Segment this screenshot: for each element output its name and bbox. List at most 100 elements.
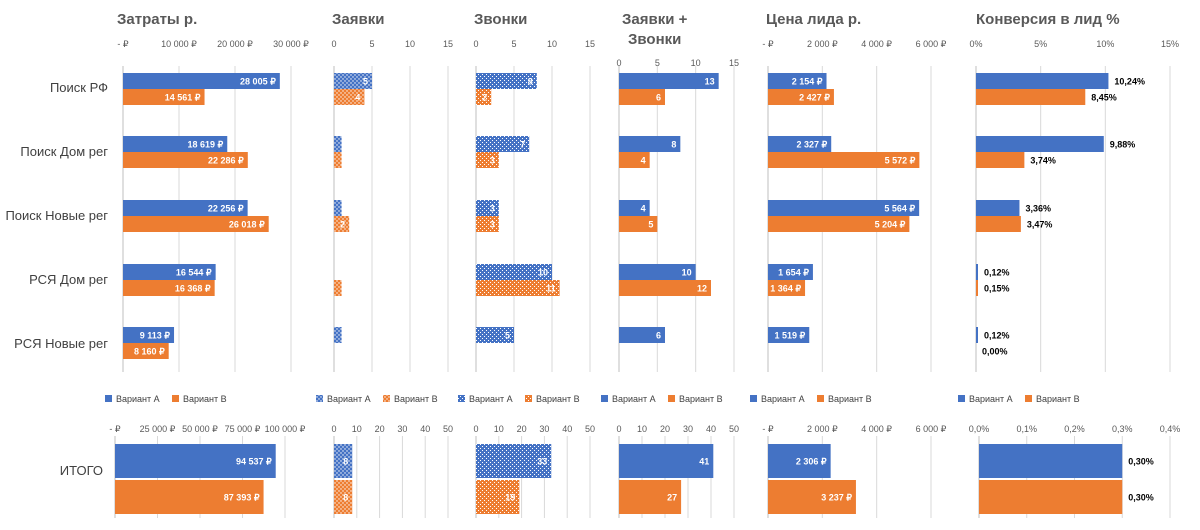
legend-swatch-b [1025,395,1032,402]
bar-b-label: 0,00% [982,347,1008,357]
bar-a-label: 5 564 ₽ [884,204,915,214]
total-bar-a [115,444,276,478]
total-tick-label: 25 000 ₽ [140,424,176,434]
legend: Вариант А Вариант В [316,394,438,404]
bar-b [334,280,342,296]
bar-b-label: 14 561 ₽ [165,93,201,103]
bar-a [334,200,342,216]
tick-label: 15 [729,58,739,68]
bar-b-label: 2 427 ₽ [799,93,830,103]
bar-a-label: 3 [490,204,495,214]
total-tick-label: 0,0% [969,424,990,434]
tick-label: 10% [1096,39,1114,49]
total-tick-label: 0,2% [1064,424,1085,434]
legend-label-a: Вариант А [969,394,1013,404]
total-tick-label: 30 [397,424,407,434]
bar-a-label: 7 [520,140,525,150]
tick-label: - ₽ [117,39,128,49]
bar-a [619,73,719,89]
bar-a [976,327,978,343]
bar-a [768,264,813,280]
total-tick-label: 0,1% [1016,424,1037,434]
bar-b [619,89,665,105]
bar-a [976,264,978,280]
total-bar-b-label: 8 [343,493,348,503]
row-label: РСЯ Новые рег [14,336,108,351]
tick-label: 5 [511,39,516,49]
bar-a [768,200,920,216]
panel-title: Конверсия в лид % [976,11,1120,28]
legend: Вариант А Вариант В [458,394,580,404]
total-bar-b [979,480,1123,514]
total-bar-b [619,480,682,514]
tick-label: 5 [655,58,660,68]
bar-a [476,73,537,89]
panel-cpl: Цена лида р. - ₽ 2 000 ₽ 4 000 ₽ 6 000 ₽ 2 15… [750,11,947,518]
bar-a [768,73,827,89]
tick-label: 10 [405,39,415,49]
bar-a [123,327,175,343]
total-tick-label: - ₽ [762,424,773,434]
bar-a-label: 0,12% [984,331,1010,341]
bar-a [619,200,650,216]
bar-a [123,73,280,89]
bar-a-label: 9 113 ₽ [140,331,171,341]
legend-label-a: Вариант А [612,394,656,404]
total-tick-label: 10 [352,424,362,434]
bar-b-label: 3 [490,156,495,166]
bar-a-label: 6 [656,331,661,341]
bar-a [619,264,696,280]
total-bar-b-label: 19 [505,493,515,503]
tick-label: 0 [473,39,478,49]
bar-b [619,216,658,232]
total-bar-a [619,444,714,478]
panel-title: Звонки [474,11,527,28]
bar-b [123,216,269,232]
panel-title: Заявки + [622,11,688,28]
tick-label: 0 [616,58,621,68]
legend-swatch-b [383,395,390,402]
bar-b [768,216,910,232]
legend-label-b: Вариант В [679,394,723,404]
bar-a [976,136,1104,152]
legend-label-a: Вариант А [469,394,513,404]
bar-b [768,89,834,105]
bar-b [976,216,1021,232]
total-tick-label: 10 [494,424,504,434]
total-tick-label: 20 [517,424,527,434]
bar-b [334,216,350,232]
bar-b-label: 26 018 ₽ [229,220,265,230]
legend-label-a: Вариант А [761,394,805,404]
bar-b-label: 1 364 ₽ [770,284,801,294]
row-label: Поиск Дом рег [20,144,108,159]
bar-b [976,280,978,296]
legend-label-b: Вариант В [536,394,580,404]
bar-b-label: 16 368 ₽ [175,284,211,294]
tick-label: 10 000 ₽ [161,39,197,49]
legend-label-b: Вариант В [183,394,227,404]
total-bar-b [768,480,856,514]
bar-b-label: 12 [697,284,707,294]
bar-b [476,216,499,232]
bar-a-label: 5 [363,77,368,87]
total-bar-b-label: 87 393 ₽ [224,493,260,503]
total-bar-a [768,444,831,478]
bar-b-label: 5 572 ₽ [885,156,916,166]
bar-a [768,136,832,152]
bar-a-label: 10,24% [1114,77,1145,87]
bar-b-label: 8,45% [1091,93,1117,103]
total-tick-label: 100 000 ₽ [265,424,306,434]
bar-b [768,152,920,168]
total-bar-b [334,480,353,514]
bar-b-label: 22 286 ₽ [208,156,244,166]
panel-title-line2: Звонки [628,31,681,48]
total-bar-b [115,480,264,514]
bar-a-label: 28 005 ₽ [240,77,276,87]
bar-b-label: 5 204 ₽ [875,220,906,230]
bar-a [334,136,342,152]
total-tick-label: 2 000 ₽ [807,424,838,434]
bar-b [123,343,169,359]
bar-b-label: 3,74% [1030,156,1056,166]
